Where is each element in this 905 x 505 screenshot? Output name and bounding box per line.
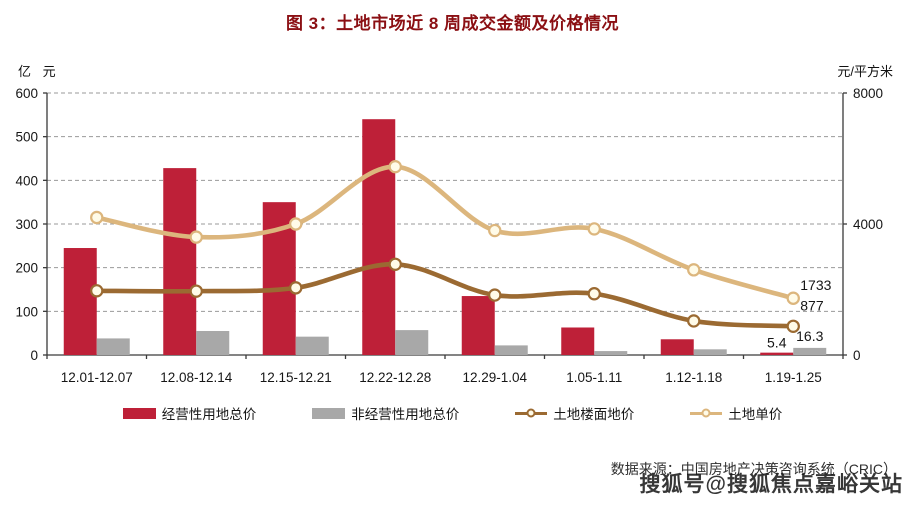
legend-label-noncommercial-land-total: 非经营性用地总价 [351,407,460,422]
line-marker [90,284,104,298]
left-tick-label: 400 [15,173,38,188]
bar-noncommercial-land [295,336,329,355]
bar-commercial-land [163,168,197,355]
bar-noncommercial-land [594,351,628,355]
x-category-label: 12.01-12.07 [61,370,133,385]
line-marker [90,210,104,225]
right-tick-label: 4000 [853,217,883,232]
left-tick-label: 100 [15,304,38,319]
bar-noncommercial-land [196,330,230,355]
legend-marker-circle-icon [526,408,536,418]
right-tick-label: 0 [853,348,861,363]
right-axis-unit-label: 元/平方米 [837,64,893,79]
legend-item-commercial-land-total: 经营性用地总价 [122,403,257,423]
left-tick-label: 600 [15,86,38,101]
x-category-label: 12.29-1.04 [462,370,527,385]
data-label-red-bar: 5.4 [767,335,787,351]
data-label-unit-price: 1733 [800,277,831,293]
watermark-text: 搜狐号@搜狐焦点嘉峪关站 [639,473,903,496]
bar-noncommercial-land [793,347,827,355]
bar-noncommercial-land [494,345,528,355]
line-marker [289,281,303,295]
line-floor-price [94,261,796,329]
bar-commercial-land [63,248,97,355]
left-tick-label: 0 [30,348,38,363]
line-marker [786,319,800,333]
line-marker [687,314,701,328]
x-category-label: 12.15-12.21 [260,370,332,385]
line-marker [488,288,502,302]
legend-swatch-gray-bar [312,407,346,419]
x-category-label: 1.19-1.25 [765,370,822,385]
legend-item-land-unit-price: 土地单价 [690,403,782,423]
line-marker [488,223,502,238]
legend-label-commercial-land-total: 经营性用地总价 [161,407,257,422]
bar-noncommercial-land [693,349,727,355]
legend-marker-circle-icon [701,408,711,418]
line-marker [388,257,402,271]
line-marker [687,263,701,277]
legend-item-floor-price: 土地楼面地价 [515,403,634,423]
line-marker [189,284,203,298]
line-marker [388,159,402,174]
bar-commercial-land [461,296,495,355]
x-category-label: 12.22-12.28 [359,370,431,385]
left-tick-label: 200 [15,261,38,276]
line-marker [786,291,800,305]
legend-item-noncommercial-land-total: 非经营性用地总价 [312,403,459,423]
left-tick-label: 300 [15,217,38,232]
line-land-unit-price [94,164,796,301]
legend: 经营性用地总价 非经营性用地总价 土地楼面地价 土地单价 [0,403,905,423]
legend-swatch-light-line [690,408,723,418]
x-category-label: 1.12-1.18 [665,370,722,385]
bar-noncommercial-land [96,338,130,355]
bar-noncommercial-land [395,330,429,355]
bar-commercial-land [760,352,794,355]
legend-label-floor-price: 土地楼面地价 [553,407,635,422]
data-label-floor-price: 877 [800,297,824,313]
bar-commercial-land [561,327,595,355]
data-source-note: 数据来源：中国房地产决策咨询系统（CRIC） [610,461,897,477]
x-category-label: 12.08-12.14 [160,370,233,385]
right-tick-label: 8000 [853,86,883,101]
data-label-gray-bar: 16.3 [796,328,823,344]
legend-swatch-red-bar [122,407,156,419]
bar-commercial-land [362,119,396,355]
x-category-label: 1.05-1.11 [566,370,622,385]
bar-commercial-land [660,339,694,355]
line-marker [189,230,203,244]
line-marker [587,287,601,301]
line-marker [289,217,303,231]
chart-title: 图 3：土地市场近 8 周成交金额及价格情况 [285,14,620,33]
left-axis-unit-label: 亿 元 [18,64,60,79]
line-marker [587,222,601,236]
legend-swatch-dark-line [515,408,548,418]
left-tick-label: 500 [15,130,38,145]
legend-label-land-unit-price: 土地单价 [728,407,783,422]
